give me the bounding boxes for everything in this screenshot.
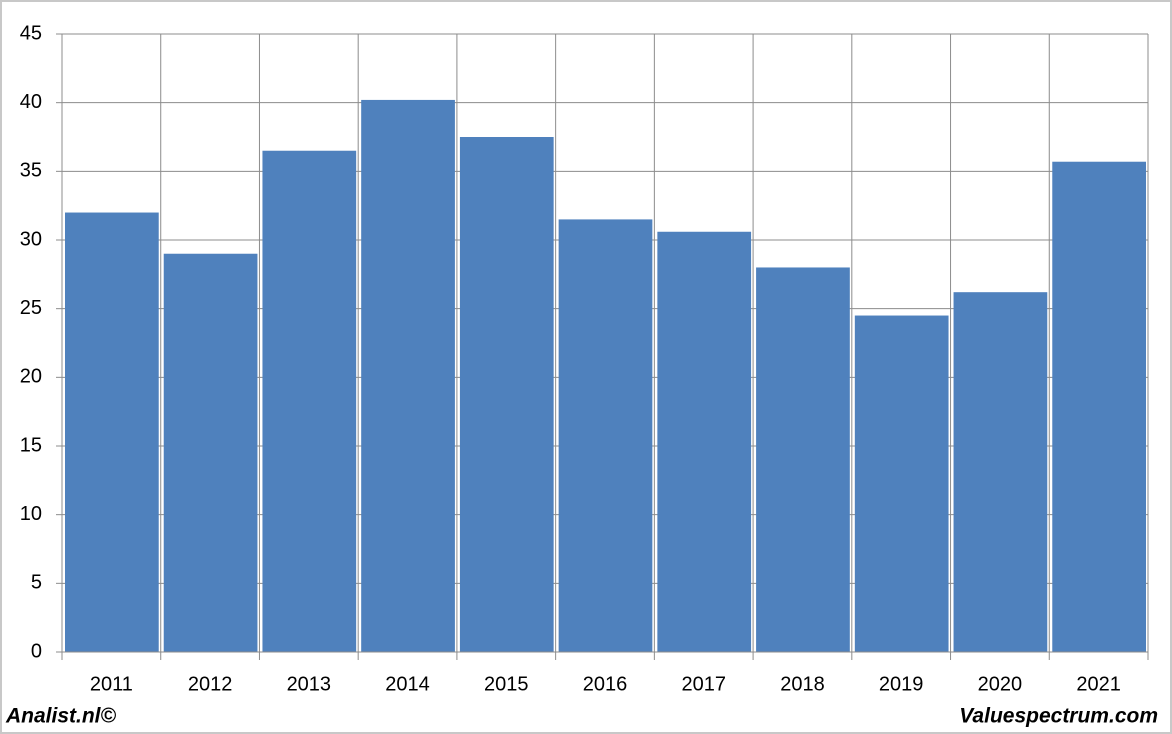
y-tick-label: 30 [20, 228, 42, 250]
y-tick-label: 0 [31, 640, 42, 662]
y-tick-label: 25 [20, 297, 42, 319]
bar [65, 212, 159, 653]
x-tick-label: 2015 [484, 673, 529, 695]
bar [163, 253, 258, 652]
bar [854, 315, 949, 652]
bar [953, 292, 1048, 652]
x-tick-label: 2020 [978, 673, 1023, 695]
y-tick-label: 20 [20, 366, 42, 388]
y-tick-label: 5 [31, 572, 42, 594]
y-tick-label: 15 [20, 434, 42, 456]
bar [558, 219, 653, 652]
x-tick-label: 2018 [780, 673, 825, 695]
x-tick-label: 2012 [188, 673, 233, 695]
x-tick-label: 2017 [681, 673, 726, 695]
x-tick-label: 2016 [583, 673, 628, 695]
y-tick-label: 35 [20, 160, 42, 182]
y-tick-label: 45 [20, 22, 42, 44]
bar [459, 137, 554, 652]
bar [1052, 161, 1146, 652]
y-tick-label: 10 [20, 503, 42, 525]
bar [756, 267, 850, 652]
x-tick-label: 2019 [879, 673, 924, 695]
bar [657, 231, 752, 652]
x-tick-label: 2014 [385, 673, 430, 695]
y-tick-label: 40 [20, 91, 42, 113]
x-tick-label: 2011 [90, 673, 133, 695]
footer-left: Analist.nl© [5, 705, 117, 728]
bar [361, 99, 455, 653]
x-tick-label: 2013 [287, 673, 332, 695]
bar [262, 150, 357, 652]
x-tick-label: 2021 [1076, 673, 1121, 695]
footer-right: Valuespectrum.com [959, 705, 1158, 728]
